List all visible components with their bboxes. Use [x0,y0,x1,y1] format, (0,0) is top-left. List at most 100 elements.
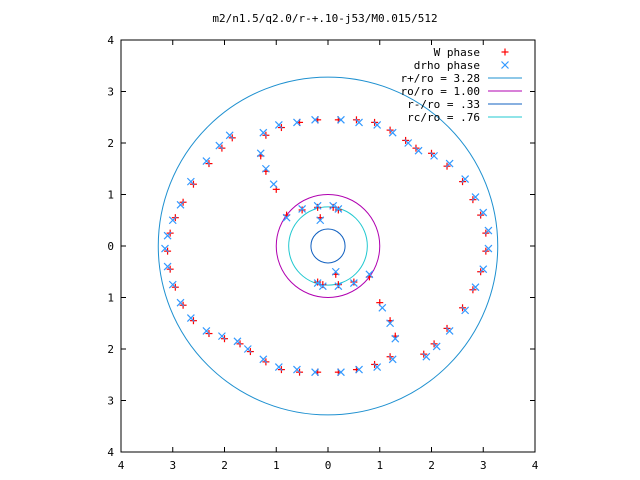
cross-marker [316,216,325,225]
cross-marker [176,298,185,307]
cross-marker [388,128,397,137]
legend-label: drho phase [414,59,480,72]
series-plus [164,116,490,376]
cross-marker [298,204,307,213]
cross-marker [313,201,322,210]
cross-marker [349,279,358,288]
cross-marker [479,208,488,217]
cross-marker [269,180,278,189]
reference-circle [157,76,499,416]
series-cross [161,115,493,377]
cross-marker [484,244,493,253]
cross-marker [293,365,301,374]
plus-marker [334,281,342,289]
y-tick-label: 0 [107,240,114,253]
data-points [161,115,493,377]
cross-marker [334,282,343,291]
y-tick-label: 4 [107,446,114,459]
cross-marker [168,216,177,225]
cross-marker [501,61,509,69]
cross-marker [461,175,470,183]
cross-marker [202,157,211,165]
y-tick-label: 2 [107,137,114,150]
reference-circle [288,206,368,286]
cross-marker [259,355,268,364]
legend-label: ro/ro = 1.00 [401,85,480,98]
cross-marker [430,151,439,160]
cross-marker [202,327,211,335]
cross-marker [176,200,185,209]
cross-marker [293,118,301,127]
cross-marker [373,121,382,129]
cross-marker [373,363,382,371]
y-tick-label: 4 [107,34,114,47]
cross-marker [161,244,169,253]
cross-marker [282,213,291,222]
y-tick-label: 1 [107,189,114,202]
cross-marker [484,226,493,235]
cross-marker [274,363,283,371]
cross-marker [329,201,338,210]
legend-label: rc/ro = .76 [407,111,480,124]
cross-marker [274,121,283,129]
cross-marker [445,327,454,335]
plus-marker [314,278,322,286]
cross-marker [355,118,363,127]
reference-circle [310,228,346,264]
x-tick-label: 1 [376,459,383,472]
chart-title: m2/n1.5/q2.0/r-+.10-j53/M0.015/512 [212,12,437,25]
cross-marker [331,267,340,276]
cross-marker [168,280,177,289]
cross-marker [313,279,322,288]
plus-marker [298,206,306,214]
cross-marker [388,355,397,364]
cross-marker [163,231,172,240]
cross-marker [404,139,413,147]
cross-marker [334,204,343,213]
cross-marker [163,262,172,271]
cross-marker [378,303,387,312]
cross-marker [386,319,395,328]
cross-marker [471,193,480,201]
cross-marker [215,141,224,150]
cross-marker [461,306,470,315]
cross-marker [471,283,480,292]
cross-marker [311,115,319,124]
cross-marker [225,131,234,140]
cross-marker [337,368,345,377]
cross-marker [186,314,195,323]
cross-marker [337,115,345,124]
x-tick-label: 4 [118,459,125,472]
x-tick-label: 1 [273,459,280,472]
cross-marker [243,345,252,353]
plus-marker [501,48,509,56]
y-tick-label: 2 [107,343,114,356]
cross-marker [445,159,454,168]
x-tick-label: 0 [325,459,332,472]
cross-marker [256,149,265,158]
cross-marker [479,265,488,274]
cross-marker [365,270,374,279]
x-tick-label: 4 [532,459,539,472]
cross-marker [422,352,431,361]
cross-marker [186,177,195,186]
cross-marker [261,164,270,173]
x-tick-label: 2 [428,459,435,472]
reference-circles [157,76,499,416]
legend-label: r+/ro = 3.28 [401,72,480,85]
y-tick-label: 3 [107,395,114,408]
cross-marker [259,128,268,137]
cross-marker [432,342,441,351]
plus-marker [334,206,342,214]
cross-marker [311,368,319,377]
cross-marker [318,282,327,291]
x-tick-label: 3 [169,459,176,472]
x-tick-label: 3 [480,459,487,472]
cross-marker [355,365,363,374]
cross-marker [414,146,423,155]
legend-label: r-/ro = .33 [407,98,480,111]
plus-marker [350,278,358,286]
